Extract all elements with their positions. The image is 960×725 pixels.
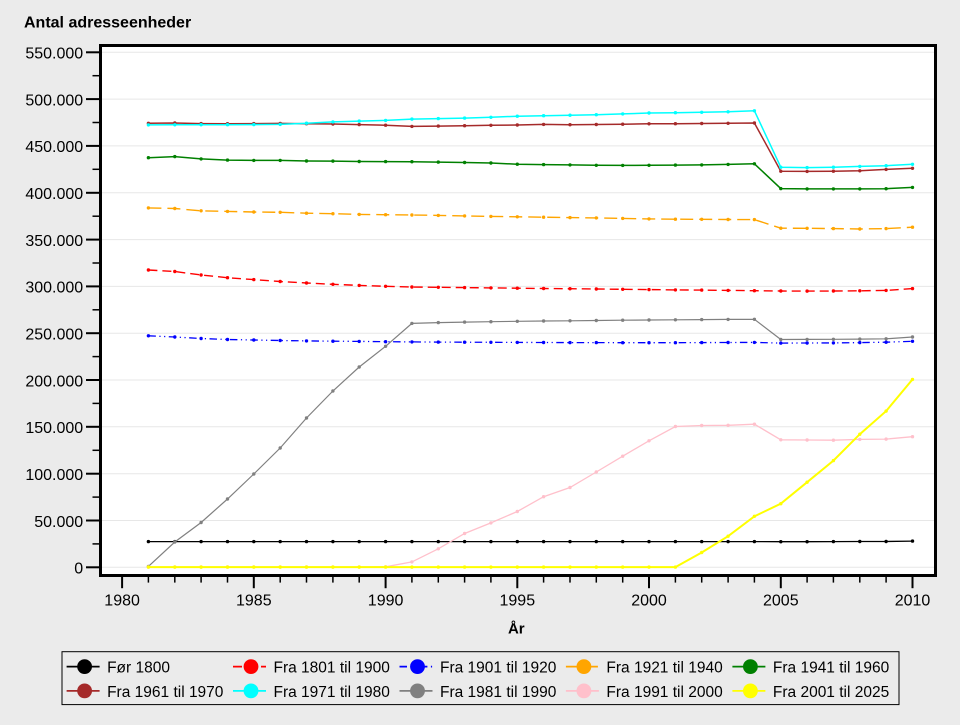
svg-text:1985: 1985 [236,593,272,610]
svg-text:350.000: 350.000 [25,233,83,250]
svg-text:År: År [508,621,525,638]
svg-text:Fra 1801 til 1900: Fra 1801 til 1900 [274,660,391,677]
svg-text:1990: 1990 [368,593,404,610]
svg-text:250.000: 250.000 [25,327,83,344]
svg-text:500.000: 500.000 [25,92,83,109]
svg-text:Fra 1961 til 1970: Fra 1961 til 1970 [107,684,224,701]
svg-text:100.000: 100.000 [25,467,83,484]
svg-text:Antal adresseenheder: Antal adresseenheder [24,15,191,32]
svg-text:Fra 1941 til 1960: Fra 1941 til 1960 [773,660,890,677]
svg-text:Fra 2001 til 2025: Fra 2001 til 2025 [773,684,889,701]
svg-text:2005: 2005 [763,593,799,610]
svg-text:Før 1800: Før 1800 [107,660,170,677]
svg-text:550.000: 550.000 [25,46,83,63]
svg-text:200.000: 200.000 [25,373,83,390]
svg-text:450.000: 450.000 [25,139,83,156]
svg-text:Fra 1991 til 2000: Fra 1991 til 2000 [606,684,723,701]
svg-text:1995: 1995 [500,593,536,610]
svg-text:1980: 1980 [104,593,140,610]
svg-text:Fra 1921 til 1940: Fra 1921 til 1940 [606,660,723,677]
svg-text:150.000: 150.000 [25,420,83,437]
svg-text:400.000: 400.000 [25,186,83,203]
svg-text:300.000: 300.000 [25,280,83,297]
svg-text:Fra 1901 til 1920: Fra 1901 til 1920 [440,660,557,677]
svg-text:Fra 1971 til 1980: Fra 1971 til 1980 [274,684,391,701]
svg-text:2010: 2010 [895,593,931,610]
svg-text:0: 0 [74,561,83,578]
svg-text:50.000: 50.000 [34,514,83,531]
svg-text:2000: 2000 [631,593,667,610]
svg-text:Fra 1981 til 1990: Fra 1981 til 1990 [440,684,557,701]
